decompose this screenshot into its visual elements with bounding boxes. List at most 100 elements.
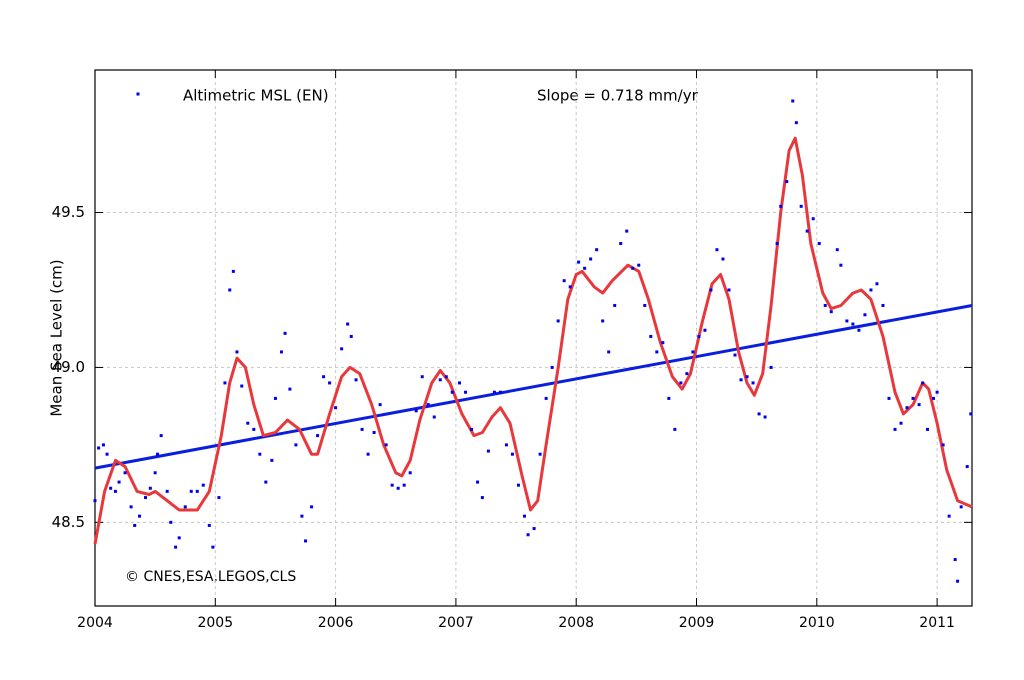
data-point	[805, 229, 809, 233]
data-point	[631, 266, 635, 270]
data-point	[316, 434, 320, 438]
legend-marker	[136, 92, 140, 96]
data-point	[727, 288, 731, 292]
data-point	[432, 415, 436, 419]
data-point	[887, 396, 891, 400]
data-point	[959, 505, 963, 509]
data-point	[941, 443, 945, 447]
data-point	[228, 288, 232, 292]
data-point	[283, 331, 287, 335]
data-point	[568, 285, 572, 289]
slope-annotation: Slope = 0.718 mm/yr	[537, 87, 699, 105]
x-tick-label: 2008	[558, 615, 594, 631]
data-point	[829, 310, 833, 314]
data-point	[486, 449, 490, 453]
data-point	[470, 427, 474, 431]
data-point	[921, 381, 925, 385]
data-point	[328, 381, 332, 385]
data-point	[875, 282, 879, 286]
line	[94, 304, 973, 470]
data-point	[526, 533, 530, 537]
data-point	[458, 381, 462, 385]
data-point	[109, 486, 113, 490]
data-point	[288, 387, 292, 391]
data-point	[414, 409, 418, 413]
data-point	[450, 390, 454, 394]
data-point	[839, 263, 843, 267]
x-tick-label: 2006	[318, 615, 354, 631]
data-point	[522, 514, 526, 518]
data-point	[101, 443, 105, 447]
data-point	[953, 558, 957, 562]
data-point	[510, 452, 514, 456]
data-point	[396, 486, 400, 490]
x-tick-label: 2011	[919, 615, 955, 631]
data-point	[589, 257, 593, 261]
data-point	[169, 520, 173, 524]
data-point	[667, 396, 671, 400]
data-point	[294, 443, 298, 447]
data-point	[310, 505, 314, 509]
data-point	[420, 375, 424, 379]
data-point	[246, 421, 250, 425]
data-point	[721, 257, 725, 261]
data-point	[138, 514, 142, 518]
data-point	[595, 248, 599, 252]
data-point	[444, 375, 448, 379]
data-point	[498, 390, 502, 394]
data-point	[105, 452, 109, 456]
data-point	[372, 430, 376, 434]
y-tick-label: 49.5	[52, 203, 85, 221]
data-point	[625, 229, 629, 233]
data-point	[613, 303, 617, 307]
data-point	[811, 217, 815, 221]
data-point	[969, 412, 973, 416]
data-point	[881, 303, 885, 307]
data-point	[661, 341, 665, 345]
data-point	[601, 319, 605, 323]
data-point	[354, 378, 358, 382]
data-point	[791, 99, 795, 103]
data-point	[583, 266, 587, 270]
data-point	[739, 378, 743, 382]
data-point	[264, 480, 268, 484]
data-point	[438, 378, 442, 382]
data-point	[384, 443, 388, 447]
data-point	[360, 427, 364, 431]
data-point	[123, 471, 127, 475]
data-point	[935, 390, 939, 394]
data-point	[258, 452, 262, 456]
data-point	[917, 403, 921, 407]
data-point	[402, 483, 406, 487]
data-point	[113, 489, 117, 493]
data-point	[785, 180, 789, 184]
x-tick-label: 2005	[197, 615, 233, 631]
data-point	[905, 406, 909, 410]
data-point	[679, 381, 683, 385]
data-point	[504, 443, 508, 447]
data-point	[851, 322, 855, 326]
data-point	[340, 347, 344, 351]
data-point	[97, 446, 101, 450]
data-point	[346, 322, 350, 326]
data-point	[532, 527, 536, 531]
data-point	[148, 486, 152, 490]
data-point	[156, 452, 160, 456]
data-point	[201, 483, 205, 487]
data-point	[577, 260, 581, 264]
data-point	[334, 406, 338, 410]
y-tick-label: 48.5	[52, 513, 85, 531]
data-point	[217, 496, 221, 500]
x-tick-label: 2004	[77, 615, 113, 631]
data-point	[751, 381, 755, 385]
data-point	[794, 121, 798, 125]
data-point	[235, 350, 239, 354]
data-point	[779, 204, 783, 208]
line	[93, 136, 973, 545]
data-point	[556, 319, 560, 323]
data-point	[426, 403, 430, 407]
data-point	[562, 279, 566, 283]
data-point	[673, 427, 677, 431]
data-point	[240, 384, 244, 388]
